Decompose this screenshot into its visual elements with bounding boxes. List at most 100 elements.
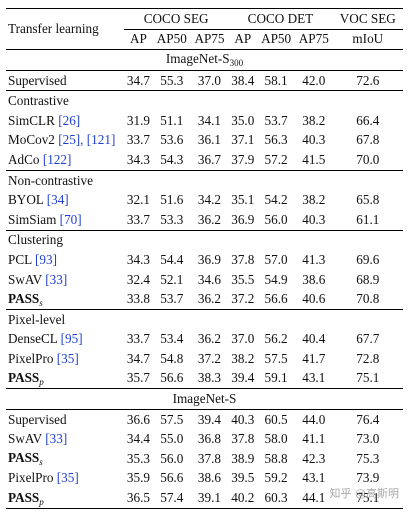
table-rule (6, 170, 403, 171)
method-label: AdCo (8, 151, 43, 167)
metric-value: 34.1 (197, 112, 221, 128)
metric-value: 58.8 (264, 450, 288, 466)
metric-value: 75.1 (356, 370, 380, 386)
metric-value: 57.5 (160, 411, 184, 427)
metric-value: 35.1 (231, 192, 255, 208)
metric-value: 41.1 (302, 431, 326, 447)
method-name: SwAV [33] (6, 429, 124, 449)
table-row: AdCo [122] 34.3 54.3 36.7 37.9 57.2 41.5 70.0 (6, 150, 403, 170)
metric-value: 54.8 (160, 350, 184, 366)
rule-cell (6, 90, 403, 92)
metric-header: AP (130, 31, 147, 47)
metric-value: 38.3 (197, 370, 221, 386)
table-row: BYOL [34] 32.1 51.6 34.2 35.1 54.2 38.2 65.8 (6, 190, 403, 210)
citation-link: [70] (59, 211, 82, 227)
header-row-metrics: AP AP50 AP75 AP AP50 AP75 mIoU (6, 29, 403, 50)
metric-value: 57.5 (264, 350, 288, 366)
method-name: SwAV [33] (6, 270, 124, 290)
metric-value: 55.3 (160, 72, 184, 88)
table-rule (6, 90, 403, 92)
metric-value: 70.0 (356, 151, 380, 167)
citation-link: [25], [121] (58, 132, 116, 148)
metric-value: 60.3 (264, 490, 288, 506)
table-rule (6, 388, 403, 390)
metric-value: 40.3 (302, 132, 326, 148)
table-body: Transfer learning COCO SEG COCO DET VOC SEG… (6, 8, 403, 509)
table-row: SimCLR [26] 31.9 51.1 34.1 35.0 53.7 38.2 66.4 (6, 111, 403, 131)
metric-value: 33.8 (126, 291, 150, 307)
rule-cell (6, 49, 403, 51)
metric-value: 40.4 (302, 331, 326, 347)
method-name: AdCo [122] (6, 150, 124, 170)
table-row: Supervised 36.6 57.5 39.4 40.3 60.5 44.0 76.4 (6, 410, 403, 430)
metric-value: 72.6 (356, 72, 380, 88)
metric-value: 75.3 (356, 450, 380, 466)
metric-value: 44.0 (302, 411, 326, 427)
rule-cell (6, 388, 403, 390)
results-table: Transfer learning COCO SEG COCO DET VOC SEG… (6, 8, 403, 509)
row-label-header: Transfer learning (8, 21, 99, 37)
metric-value: 75.1 (356, 490, 380, 506)
metric-value: 38.9 (231, 450, 255, 466)
method-label: SimCLR (8, 112, 59, 128)
metric-header: mIoU (352, 31, 384, 47)
method-label: PCL (8, 251, 35, 267)
metric-value: 57.4 (160, 490, 184, 506)
metric-value: 32.4 (126, 271, 150, 287)
group-header-0: COCO SEG (124, 9, 229, 30)
metric-value: 36.6 (126, 411, 150, 427)
citation-link: [33] (45, 271, 68, 287)
metric-value: 35.5 (231, 271, 255, 287)
table-row: PASSs 35.3 56.0 37.8 38.9 58.8 42.3 75.3 (6, 449, 403, 469)
table-rule (6, 309, 403, 310)
metric-value: 36.9 (231, 211, 255, 227)
group-header-2: VOC SEG (332, 9, 403, 30)
header-row-groups: Transfer learning COCO SEG COCO DET VOC SEG (6, 9, 403, 36)
metric-value: 53.6 (160, 132, 184, 148)
method-label: SimSiam (8, 211, 60, 227)
metric-value: 35.3 (126, 450, 150, 466)
rule-cell (6, 409, 403, 410)
metric-value: 56.0 (160, 450, 184, 466)
group-label: Clustering (8, 232, 63, 248)
metric-value: 68.9 (356, 271, 380, 287)
method-label: Supervised (8, 411, 67, 427)
metric-value: 40.2 (231, 490, 255, 506)
metric-value: 51.6 (160, 192, 184, 208)
citation-link: [33] (45, 431, 68, 447)
metric-value: 34.4 (126, 431, 150, 447)
metric-value: 41.7 (302, 350, 326, 366)
metric-header: AP75 (298, 31, 329, 47)
method-label: Supervised (8, 72, 67, 88)
metric-value: 36.2 (197, 211, 221, 227)
method-label: PASS (8, 290, 40, 306)
metric-value: 70.8 (356, 291, 380, 307)
method-name: PASSs (6, 289, 124, 309)
metric-value: 56.2 (264, 331, 288, 347)
table-rule (6, 508, 403, 509)
metric-value: 53.4 (160, 331, 184, 347)
method-label: PixelPro (8, 470, 57, 486)
metric-value: 35.7 (126, 370, 150, 386)
table-rule (6, 409, 403, 410)
metric-value: 39.5 (231, 470, 255, 486)
group-label-row: Contrastive (6, 91, 403, 111)
metric-value: 39.4 (197, 411, 221, 427)
metric-value: 69.6 (356, 251, 380, 267)
metric-value: 37.1 (231, 132, 255, 148)
rule-cell (6, 8, 403, 9)
metric-value: 56.6 (160, 370, 184, 386)
metric-value: 58.1 (264, 72, 288, 88)
metric-value: 61.1 (356, 211, 380, 227)
metric-value: 59.2 (264, 470, 288, 486)
metric-value: 33.7 (126, 132, 150, 148)
citation-link: [35] (56, 350, 79, 366)
metric-value: 56.3 (264, 132, 288, 148)
method-name: PixelPro [35] (6, 349, 124, 369)
table-row: PCL [93] 34.3 54.4 36.9 37.8 57.0 41.3 69.6 (6, 250, 403, 270)
method-label: PASS (8, 450, 40, 466)
method-subscript: p (39, 496, 44, 507)
metric-value: 38.6 (302, 271, 326, 287)
metric-header: AP75 (194, 31, 225, 47)
metric-value: 54.9 (264, 271, 288, 287)
